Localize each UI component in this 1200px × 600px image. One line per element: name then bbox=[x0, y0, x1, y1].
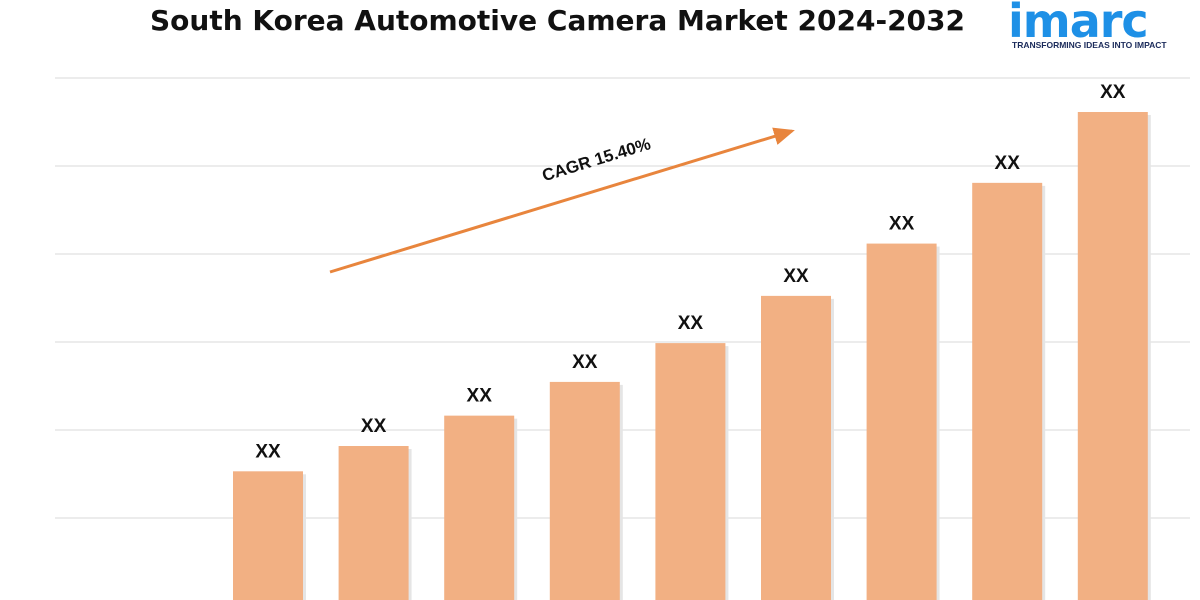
data-label: XX bbox=[783, 266, 809, 287]
bar-2026 bbox=[444, 415, 515, 600]
imarc-logo: imarc TRANSFORMING IDEAS INTO IMPACT bbox=[1008, 0, 1183, 56]
data-label: XX bbox=[572, 352, 598, 373]
data-label: XX bbox=[361, 416, 387, 437]
bar-2025 bbox=[338, 446, 409, 600]
bar-2024 bbox=[233, 471, 303, 600]
chart-title: South Korea Automotive Camera Market 202… bbox=[150, 4, 965, 37]
data-label: XX bbox=[995, 153, 1021, 174]
bar-2027 bbox=[549, 381, 620, 600]
logo-wordmark: imarc bbox=[1008, 0, 1149, 48]
data-label: XX bbox=[678, 313, 704, 334]
cagr-annotation: CAGR 15.40% bbox=[329, 127, 795, 274]
data-label: XX bbox=[255, 441, 281, 462]
bar-2032 bbox=[1077, 112, 1148, 600]
data-label: XX bbox=[467, 386, 493, 407]
cagr-arrow bbox=[329, 127, 795, 274]
data-label: XX bbox=[1100, 82, 1126, 103]
bar-2031 bbox=[972, 182, 1043, 600]
bar-2029 bbox=[761, 295, 831, 600]
bar-2028 bbox=[655, 343, 726, 600]
logo-tagline: TRANSFORMING IDEAS INTO IMPACT bbox=[1012, 40, 1167, 50]
bars bbox=[233, 112, 1151, 600]
data-label: XX bbox=[889, 214, 915, 235]
bar-2030 bbox=[866, 243, 937, 600]
data-labels: XX XX XX XX XX XX XX XX XX bbox=[255, 82, 1125, 462]
